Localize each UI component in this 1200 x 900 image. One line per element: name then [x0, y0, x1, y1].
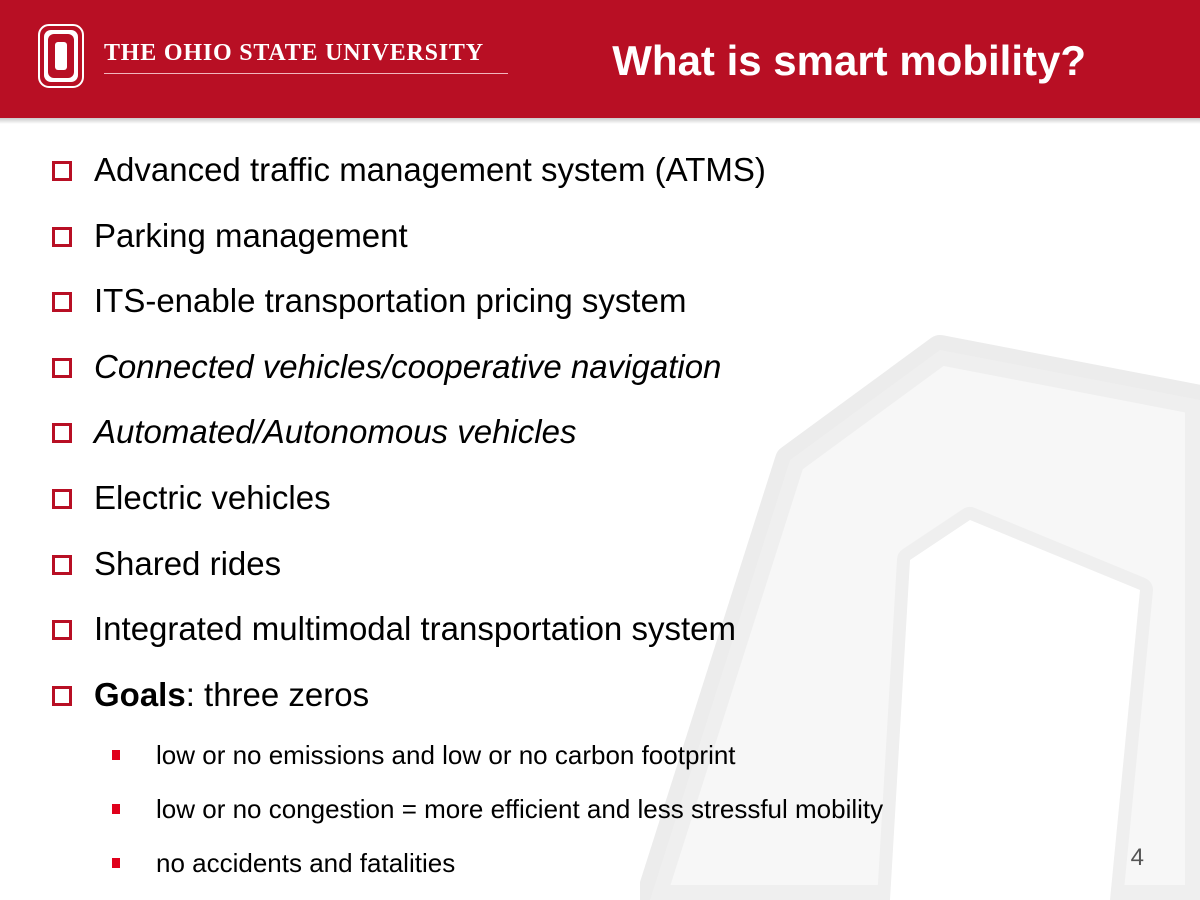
sub-bullet-text: no accidents and fatalities: [156, 847, 456, 878]
bullet-item: Electric vehicles: [52, 478, 331, 518]
bullet-item: Automated/Autonomous vehicles: [52, 412, 576, 452]
university-name-underline: [104, 73, 508, 74]
bullet-text: Parking management: [94, 217, 408, 254]
goals-label: Goals: [94, 676, 186, 713]
slide-title: What is smart mobility?: [612, 37, 1086, 84]
bullet-item: Connected vehicles/cooperative navigatio…: [52, 347, 721, 387]
bullet-item: Advanced traffic management system (ATMS…: [52, 150, 766, 190]
checkbox-square-icon: [52, 292, 72, 312]
bullet-text: Electric vehicles: [94, 479, 331, 516]
sub-bullet-text: low or no emissions and low or no carbon…: [156, 739, 736, 770]
bullet-item: Parking management: [52, 216, 408, 256]
header-bar: THE OHIO STATE UNIVERSITY What is smart …: [0, 0, 1200, 118]
checkbox-square-icon: [52, 620, 72, 640]
bullet-text: Connected vehicles/cooperative navigatio…: [94, 348, 722, 385]
checkbox-square-icon: [52, 686, 72, 706]
bullet-item: Shared rides: [52, 544, 281, 584]
bullet-text: Advanced traffic management system (ATMS…: [94, 151, 766, 188]
checkbox-square-icon: [52, 227, 72, 247]
bullet-item: ITS-enable transportation pricing system: [52, 281, 686, 321]
red-square-icon: [112, 858, 120, 868]
bullet-text: Shared rides: [94, 545, 282, 582]
checkbox-square-icon: [52, 489, 72, 509]
checkbox-square-icon: [52, 423, 72, 443]
block-o-watermark-icon: [640, 335, 1200, 900]
sub-bullet-text: low or no congestion = more efficient an…: [156, 793, 884, 824]
sub-bullet-item: no accidents and fatalities: [112, 847, 455, 879]
checkbox-square-icon: [52, 358, 72, 378]
red-square-icon: [112, 750, 120, 760]
bullet-item-goals: Goals: three zeros: [52, 675, 369, 715]
sub-bullet-item: low or no congestion = more efficient an…: [112, 793, 883, 825]
bullet-text: ITS-enable transportation pricing system: [94, 282, 687, 319]
sub-bullet-item: low or no emissions and low or no carbon…: [112, 739, 736, 771]
bullet-text: Automated/Autonomous vehicles: [94, 413, 577, 450]
page-number: 4: [1130, 844, 1144, 871]
header-shadow: [0, 118, 1200, 124]
bullet-text: Integrated multimodal transportation sys…: [94, 610, 736, 647]
university-name: THE OHIO STATE UNIVERSITY: [104, 40, 484, 66]
bullet-text: : three zeros: [185, 676, 370, 713]
block-o-logo-icon: [38, 24, 84, 88]
red-square-icon: [112, 804, 120, 814]
checkbox-square-icon: [52, 161, 72, 181]
bullet-item: Integrated multimodal transportation sys…: [52, 609, 736, 649]
checkbox-square-icon: [52, 555, 72, 575]
